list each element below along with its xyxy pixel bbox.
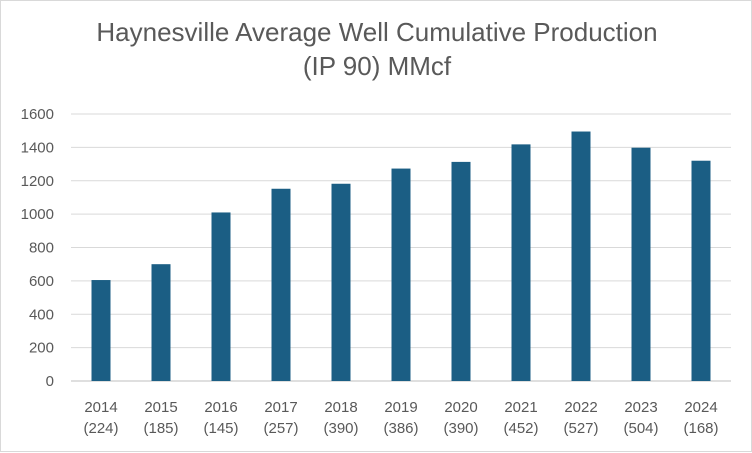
bar-2016 <box>211 212 231 381</box>
y-tick-label: 600 <box>29 273 54 290</box>
x-tick-label-year: 2023 <box>624 399 657 416</box>
x-tick-label-year: 2016 <box>204 399 237 416</box>
bar-2017 <box>271 188 291 381</box>
x-tick-label-year: 2020 <box>444 399 477 416</box>
y-tick-label: 1400 <box>21 139 54 156</box>
bar-2023 <box>631 147 651 381</box>
x-tick-label-count: (386) <box>383 420 418 437</box>
y-tick-label: 1200 <box>21 173 54 190</box>
x-tick-label-year: 2024 <box>684 399 717 416</box>
y-tick-label: 800 <box>29 240 54 257</box>
y-tick-label: 1600 <box>21 106 54 123</box>
x-tick-label-count: (390) <box>323 420 358 437</box>
x-tick-label-count: (185) <box>143 420 178 437</box>
chart-title-line-1: Haynesville Average Well Cumulative Prod… <box>96 17 658 47</box>
y-tick-label: 200 <box>29 340 54 357</box>
bar-2015 <box>151 264 171 381</box>
x-tick-label-count: (527) <box>563 420 598 437</box>
bar-2020 <box>451 161 471 381</box>
x-tick-label-count: (145) <box>203 420 238 437</box>
x-tick-label-year: 2021 <box>504 399 537 416</box>
bar-2021 <box>511 144 531 381</box>
bar-2019 <box>391 168 411 381</box>
x-tick-label-year: 2022 <box>564 399 597 416</box>
bar-2014 <box>91 280 111 381</box>
x-tick-label-year: 2019 <box>384 399 417 416</box>
y-tick-label: 0 <box>46 373 54 390</box>
x-tick-label-count: (224) <box>83 420 118 437</box>
y-tick-label: 1000 <box>21 206 54 223</box>
x-tick-label-year: 2014 <box>84 399 117 416</box>
x-tick-label-count: (452) <box>503 420 538 437</box>
x-tick-label-year: 2018 <box>324 399 357 416</box>
bar-2018 <box>331 183 351 381</box>
x-tick-label-year: 2015 <box>144 399 177 416</box>
chart-title-line-2: (IP 90) MMcf <box>302 51 452 81</box>
bar-2022 <box>571 131 591 381</box>
x-tick-label-count: (504) <box>623 420 658 437</box>
x-tick-label-count: (168) <box>683 420 718 437</box>
y-tick-label: 400 <box>29 306 54 323</box>
x-tick-label-year: 2017 <box>264 399 297 416</box>
chart-title: Haynesville Average Well Cumulative Prod… <box>1 15 752 83</box>
x-tick-label-count: (390) <box>443 420 478 437</box>
x-tick-label-count: (257) <box>263 420 298 437</box>
bar-2024 <box>691 160 711 381</box>
